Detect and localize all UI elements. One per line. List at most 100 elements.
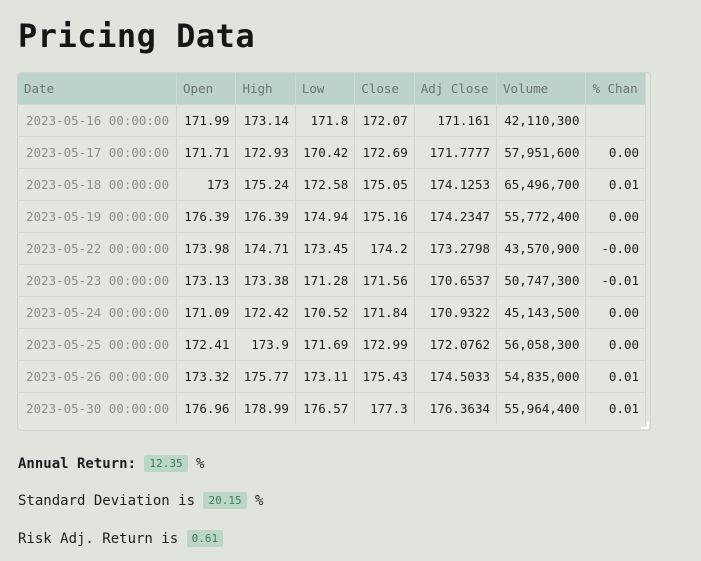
cell-volume: 55,772,400 bbox=[496, 200, 587, 233]
cell-close: 177.3 bbox=[354, 392, 415, 424]
cell-pct-change: 0.00 bbox=[585, 328, 646, 361]
cell-volume: 50,747,300 bbox=[496, 264, 587, 297]
cell-adj-close: 174.1253 bbox=[414, 168, 498, 201]
cell-adj-close: 170.6537 bbox=[414, 264, 498, 297]
table-row: 2023-05-22 00:00:00 173.98 174.71 173.45 174… bbox=[18, 232, 646, 265]
table-row: 2023-05-24 00:00:00 171.09 172.42 170.52 171… bbox=[18, 296, 646, 329]
cell-low: 173.45 bbox=[295, 232, 356, 265]
resize-handle[interactable] bbox=[641, 421, 649, 429]
column-header-high[interactable]: High bbox=[235, 73, 296, 105]
cell-close: 172.99 bbox=[354, 328, 415, 361]
table-row: 2023-05-17 00:00:00 171.71 172.93 170.42 172… bbox=[18, 136, 646, 169]
cell-low: 171.28 bbox=[295, 264, 356, 297]
cell-pct-change: -0.00 bbox=[585, 232, 646, 265]
cell-low: 173.11 bbox=[295, 360, 356, 393]
cell-high: 178.99 bbox=[235, 392, 296, 424]
cell-high: 173.14 bbox=[235, 104, 296, 137]
column-header-low[interactable]: Low bbox=[295, 73, 356, 105]
cell-high: 175.77 bbox=[235, 360, 296, 393]
column-header-open[interactable]: Open bbox=[176, 73, 237, 105]
table-row: 2023-05-25 00:00:00 172.41 173.9 171.69 172.… bbox=[18, 328, 646, 361]
cell-adj-close: 172.0762 bbox=[414, 328, 498, 361]
cell-close: 171.56 bbox=[354, 264, 415, 297]
cell-high: 173.9 bbox=[235, 328, 296, 361]
cell-open: 176.96 bbox=[176, 392, 237, 424]
column-header-date[interactable]: Date bbox=[18, 73, 178, 105]
cell-open: 173.98 bbox=[176, 232, 237, 265]
annual-return-line: Annual Return: 12.35 % bbox=[18, 454, 204, 474]
cell-date: 2023-05-30 00:00:00 bbox=[18, 392, 178, 424]
cell-open: 172.41 bbox=[176, 328, 237, 361]
table-header-row: Date Open High Low Close Adj Close Volum… bbox=[18, 73, 646, 105]
cell-high: 172.93 bbox=[235, 136, 296, 169]
cell-high: 172.42 bbox=[235, 296, 296, 329]
cell-low: 171.69 bbox=[295, 328, 356, 361]
cell-date: 2023-05-25 00:00:00 bbox=[18, 328, 178, 361]
cell-date: 2023-05-17 00:00:00 bbox=[18, 136, 178, 169]
cell-low: 176.57 bbox=[295, 392, 356, 424]
table-row: 2023-05-30 00:00:00 176.96 178.99 176.57 177… bbox=[18, 392, 646, 424]
cell-pct-change: 0.01 bbox=[585, 168, 646, 201]
cell-close: 172.69 bbox=[354, 136, 415, 169]
cell-close: 175.05 bbox=[354, 168, 415, 201]
column-header-adj-close[interactable]: Adj Close bbox=[414, 73, 498, 105]
cell-date: 2023-05-18 00:00:00 bbox=[18, 168, 178, 201]
cell-volume: 42,110,300 bbox=[496, 104, 587, 137]
cell-volume: 43,570,900 bbox=[496, 232, 587, 265]
table-row: 2023-05-16 00:00:00 171.99 173.14 171.8 172.… bbox=[18, 104, 646, 137]
cell-low: 170.42 bbox=[295, 136, 356, 169]
cell-volume: 45,143,500 bbox=[496, 296, 587, 329]
table-row: 2023-05-26 00:00:00 173.32 175.77 173.11 175… bbox=[18, 360, 646, 393]
cell-low: 172.58 bbox=[295, 168, 356, 201]
cell-low: 171.8 bbox=[295, 104, 356, 137]
cell-date: 2023-05-24 00:00:00 bbox=[18, 296, 178, 329]
pricing-table-container[interactable]: Date Open High Low Close Adj Close Volum… bbox=[17, 72, 651, 431]
page-title: Pricing Data bbox=[18, 17, 256, 55]
cell-date: 2023-05-19 00:00:00 bbox=[18, 200, 178, 233]
cell-high: 173.38 bbox=[235, 264, 296, 297]
risk-adj-label: Risk Adj. Return is bbox=[18, 531, 179, 547]
table-scroll-area[interactable]: Date Open High Low Close Adj Close Volum… bbox=[18, 73, 646, 430]
cell-date: 2023-05-16 00:00:00 bbox=[18, 104, 178, 137]
cell-open: 171.99 bbox=[176, 104, 237, 137]
risk-adj-value-badge: 0.61 bbox=[186, 530, 224, 547]
cell-open: 173.32 bbox=[176, 360, 237, 393]
cell-close: 171.84 bbox=[354, 296, 415, 329]
cell-adj-close: 171.7777 bbox=[414, 136, 498, 169]
table-body: 2023-05-16 00:00:00 171.99 173.14 171.8 172.… bbox=[18, 104, 646, 424]
annual-return-label: Annual Return: bbox=[18, 456, 137, 472]
column-header-close[interactable]: Close bbox=[354, 73, 415, 105]
column-header-volume[interactable]: Volume bbox=[496, 73, 587, 105]
table-row: 2023-05-23 00:00:00 173.13 173.38 171.28 171… bbox=[18, 264, 646, 297]
cell-volume: 56,058,300 bbox=[496, 328, 587, 361]
cell-open: 176.39 bbox=[176, 200, 237, 233]
cell-pct-change bbox=[585, 104, 646, 137]
cell-close: 175.16 bbox=[354, 200, 415, 233]
cell-pct-change: 0.00 bbox=[585, 136, 646, 169]
cell-low: 174.94 bbox=[295, 200, 356, 233]
cell-high: 174.71 bbox=[235, 232, 296, 265]
cell-pct-change: 0.00 bbox=[585, 200, 646, 233]
annual-return-value-badge: 12.35 bbox=[144, 455, 188, 472]
cell-date: 2023-05-23 00:00:00 bbox=[18, 264, 178, 297]
cell-volume: 65,496,700 bbox=[496, 168, 587, 201]
cell-adj-close: 174.2347 bbox=[414, 200, 498, 233]
cell-open: 173.13 bbox=[176, 264, 237, 297]
cell-pct-change: 0.01 bbox=[585, 392, 646, 424]
cell-pct-change: 0.00 bbox=[585, 296, 646, 329]
cell-open: 171.09 bbox=[176, 296, 237, 329]
table-row: 2023-05-18 00:00:00 173 175.24 172.58 175.05… bbox=[18, 168, 646, 201]
cell-close: 174.2 bbox=[354, 232, 415, 265]
cell-open: 173 bbox=[176, 168, 237, 201]
cell-pct-change: 0.01 bbox=[585, 360, 646, 393]
std-dev-label: Standard Deviation is bbox=[18, 493, 196, 509]
cell-open: 171.71 bbox=[176, 136, 237, 169]
column-header-pct-change[interactable]: % Chan bbox=[585, 73, 646, 105]
std-dev-value-badge: 20.15 bbox=[203, 492, 247, 509]
std-dev-line: Standard Deviation is 20.15 % bbox=[18, 491, 263, 511]
table-row: 2023-05-19 00:00:00 176.39 176.39 174.94 175… bbox=[18, 200, 646, 233]
cell-high: 175.24 bbox=[235, 168, 296, 201]
cell-adj-close: 170.9322 bbox=[414, 296, 498, 329]
annual-return-unit: % bbox=[196, 456, 205, 472]
